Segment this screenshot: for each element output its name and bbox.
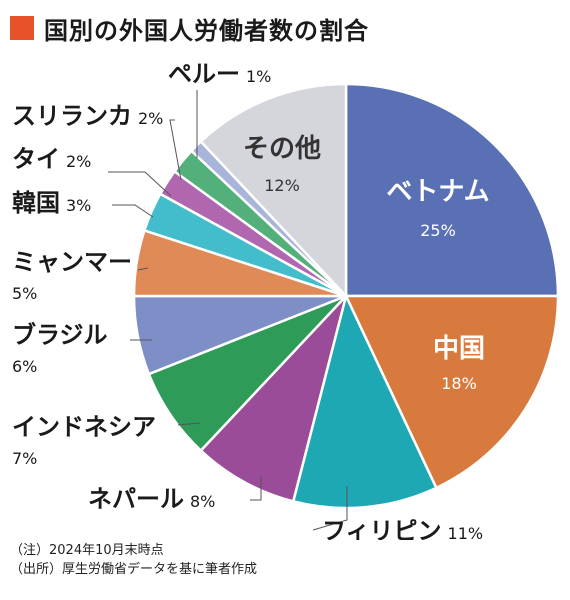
leader-line-4: [250, 476, 262, 501]
title-marker: [10, 16, 34, 40]
slice-value-4: 8%: [190, 492, 215, 511]
slice-value-6: 6%: [12, 357, 37, 376]
chart-header: 国別の外国人労働者数の割合: [10, 10, 369, 46]
chart-title: 国別の外国人労働者数の割合: [44, 16, 369, 45]
slice-label-6: ブラジル: [12, 321, 108, 349]
slice-label-11: ペルー: [168, 60, 240, 88]
slice-label-3: フィリピン: [322, 517, 442, 540]
slice-value-1: 25%: [420, 221, 456, 240]
pie-chart: ベトナム 25% 中国 18% その他 12% フィリピン 11% ネパール 8% インドネシア 7%…: [12, 60, 560, 540]
slice-label-8: 韓国: [12, 189, 60, 217]
slice-label-5: インドネシア: [12, 413, 156, 441]
leader-line-3: [312, 486, 348, 531]
leader-line-7: [137, 267, 149, 271]
leader-line-9: [108, 171, 172, 197]
slice-value-8: 3%: [66, 196, 91, 215]
slice-value-10: 2%: [138, 109, 163, 128]
pie-slice-2: [344, 294, 560, 490]
slice-value-5: 7%: [12, 449, 37, 468]
pie-slice-3: [291, 292, 438, 510]
slice-label-10: スリランカ: [12, 102, 132, 130]
slice-value-3: 11%: [448, 524, 484, 540]
slice-label-1: ベトナム: [386, 177, 489, 207]
slice-label-9: タイ: [12, 145, 60, 173]
footnote-source: （出所）厚生労働省データを基に筆者作成: [10, 562, 258, 577]
pie-slice-4: [199, 295, 348, 503]
pie-slice-1: [344, 82, 560, 298]
footnotes: （注）2024年10月末時点 （出所）厚生労働省データを基に筆者作成: [10, 541, 257, 579]
leader-line-8: [112, 204, 154, 218]
slice-value-7: 5%: [12, 284, 37, 303]
pie-slice-12: [199, 82, 348, 300]
slice-label-12: その他: [243, 134, 321, 164]
slice-label-4: ネパール: [88, 485, 184, 513]
slice-label-2: 中国: [433, 334, 485, 364]
slice-label-7: ミャンマー: [12, 248, 132, 276]
leader-line-5: [177, 422, 201, 426]
slice-value-12: 12%: [264, 176, 300, 195]
leader-line-10: [169, 119, 182, 181]
footnote-note: （注）2024年10月末時点: [10, 543, 164, 558]
slice-value-2: 18%: [441, 374, 477, 393]
slice-value-9: 2%: [66, 152, 91, 171]
slice-value-11: 1%: [246, 67, 271, 86]
